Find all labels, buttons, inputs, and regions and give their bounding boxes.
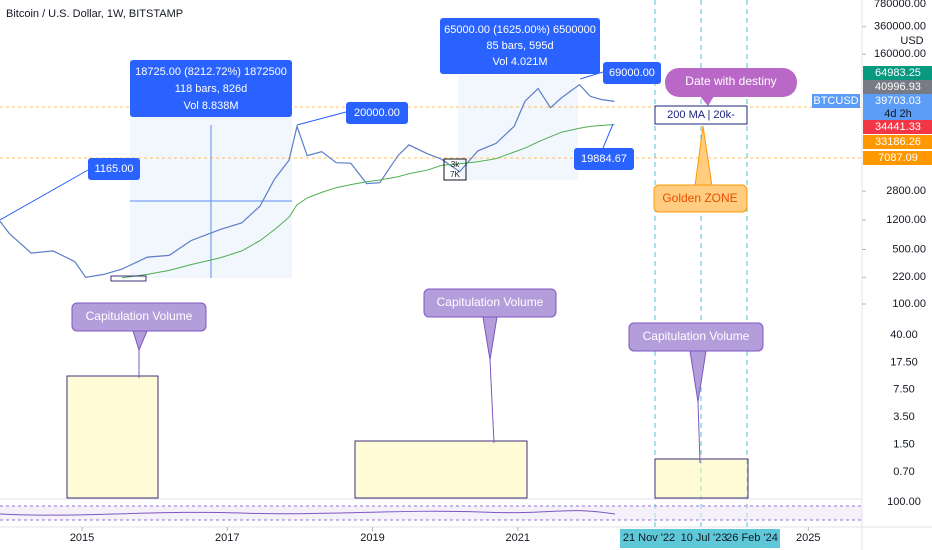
price-badge-text: 40996.93 <box>875 81 921 93</box>
symbol-badge <box>812 94 860 108</box>
volume-axis-label: 40.00 <box>890 329 918 341</box>
annotation-text: Vol 4.021M <box>492 56 547 68</box>
small-box <box>443 158 467 181</box>
callout-line <box>0 169 89 221</box>
date-badge: 21 Nov '22 <box>623 532 675 544</box>
callout-text: Capitulation Volume <box>643 329 750 343</box>
x-tick-label: 2025 <box>796 532 820 544</box>
callout-line <box>602 123 614 149</box>
callout-tail <box>700 96 714 106</box>
annotation-text: 118 bars, 826d <box>175 83 248 95</box>
y-tick-label: 160000.00 <box>874 48 926 60</box>
volume-box <box>354 440 528 499</box>
callout-line <box>489 359 495 444</box>
rsi-curve <box>0 510 616 516</box>
price-badge-text: 7087.09 <box>878 152 918 164</box>
price-badge-text: 33186.26 <box>875 136 921 148</box>
series-line <box>0 83 615 278</box>
price-badge-text: 34441.33 <box>875 121 921 133</box>
annotation-text: 65000.00 (1625.00%) 6500000 <box>444 24 596 36</box>
annotation-box <box>130 60 292 117</box>
series-line <box>121 124 615 279</box>
y-tick-label: 2800.00 <box>886 185 926 197</box>
x-tick-label: 2019 <box>360 532 384 544</box>
callout-line <box>579 71 604 80</box>
chart-title: Bitcoin / U.S. Dollar, 1W, BITSTAMP <box>6 8 183 20</box>
callout-text: Capitulation Volume <box>86 309 193 323</box>
annotation-box <box>346 102 408 124</box>
date-badge-strip <box>620 529 780 548</box>
price-badge <box>863 135 932 149</box>
callout-tail <box>482 316 498 361</box>
y-tick-label: 220.00 <box>892 271 926 283</box>
volume-axis-label: 3.50 <box>893 411 914 423</box>
volume-axis-label: 17.50 <box>890 356 918 368</box>
price-badge <box>863 80 932 94</box>
callout-line <box>296 111 347 126</box>
callout-text: Golden ZONE <box>662 191 737 205</box>
price-badge-text: 64983.25 <box>875 67 921 79</box>
y-tick-label: 1200.00 <box>886 214 926 226</box>
annotation-text: 1165.00 <box>95 163 134 175</box>
y-tick-label: 780000.00 <box>874 0 926 10</box>
x-tick-label: 2017 <box>215 532 239 544</box>
x-tick-label: 2021 <box>506 532 530 544</box>
callout <box>653 184 748 213</box>
price-badge <box>863 66 932 80</box>
volume-box <box>66 375 159 499</box>
annotation-text: 69000.00 <box>609 67 655 79</box>
small-box <box>110 275 147 282</box>
date-badge: 10 Jul '23 <box>681 532 728 544</box>
small-box-text: 7K <box>450 170 460 179</box>
rsi-band <box>0 506 862 520</box>
annotation-box <box>574 148 634 170</box>
price-badge <box>863 94 932 108</box>
y-tick-label: 360000.00 <box>874 21 926 33</box>
price-badge <box>863 151 932 165</box>
annotation-box <box>440 18 600 74</box>
price-badge-text: 4d 2h <box>884 108 912 120</box>
price-badge <box>863 108 932 120</box>
axis-unit: USD <box>900 35 923 47</box>
annotation-box <box>88 158 140 180</box>
y-tick-label: 100.00 <box>892 298 926 310</box>
callout-tail <box>689 350 707 403</box>
annotation-text: Vol 8.838M <box>183 100 238 112</box>
symbol-badge-text: BTCUSD <box>813 95 858 107</box>
price-badge-text: 39703.03 <box>875 95 921 107</box>
volume-box <box>654 458 749 499</box>
small-box-text: 3k <box>451 160 460 169</box>
callout-line <box>697 401 701 464</box>
range-shade <box>458 75 578 180</box>
x-tick-label: 2015 <box>70 532 94 544</box>
annotation-text: 85 bars, 595d <box>486 40 553 52</box>
volume-axis-label: 7.50 <box>893 384 914 396</box>
callout <box>665 68 797 97</box>
date-badge: 26 Feb '24 <box>726 532 778 544</box>
callout-text: Capitulation Volume <box>437 295 544 309</box>
annotation-box <box>603 62 661 84</box>
volume-axis-label: 1.50 <box>893 439 914 451</box>
annotation-text: 20000.00 <box>354 107 400 119</box>
y-tick-label: 500.00 <box>892 243 926 255</box>
annotation-text: 200 MA | 20k- <box>667 109 735 121</box>
annotation-box <box>654 105 748 125</box>
annotation-text: 19884.67 <box>581 153 627 165</box>
price-badge <box>863 120 932 134</box>
callout-tail <box>132 330 148 352</box>
volume-axis-label: 0.70 <box>893 466 914 478</box>
callout-text: Date with destiny <box>685 74 776 88</box>
annotation-text: 18725.00 (8212.72%) 1872500 <box>135 66 287 78</box>
rsi-axis-label: 100.00 <box>887 496 921 508</box>
